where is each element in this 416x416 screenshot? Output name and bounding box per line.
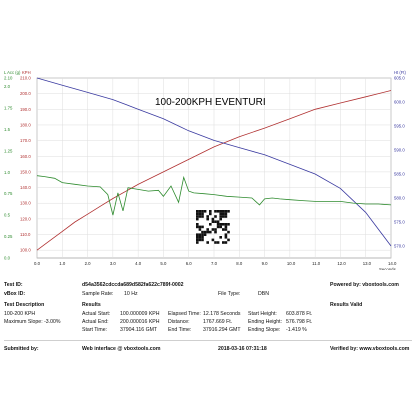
kph-tick-label: 120.0 — [20, 216, 31, 221]
kph-tick-label: 150.0 — [20, 169, 31, 174]
qr-code-icon — [196, 210, 230, 244]
kph-axis-label: KPH — [22, 70, 31, 75]
ht-tick-label: 575.0 — [394, 220, 405, 225]
actual-end-value: 200.000016 KPH — [120, 319, 160, 325]
ending-height-value: 576.798 Ft. — [286, 319, 313, 325]
actual-start-value: 100.000009 KPH — [120, 311, 160, 317]
x-tick-label: 3.0 — [110, 261, 117, 266]
ht-tick-label: 595.0 — [394, 124, 405, 129]
acc-tick-label: 0.5 — [4, 213, 11, 218]
timestamp: 2018-03-16 07:31:18 — [218, 346, 267, 352]
kph-tick-label: 130.0 — [20, 201, 31, 206]
results-label: Results — [82, 302, 101, 308]
x-axis-label: Seconds — [379, 267, 396, 270]
x-tick-label: 7.0 — [211, 261, 218, 266]
ending-slope-value: -1.419 % — [286, 327, 307, 333]
submitted-by: Submitted by: — [4, 346, 39, 352]
ending-slope-label: Ending Slope: — [248, 327, 281, 333]
elapsed-time-label: Elapsed Time: — [168, 311, 201, 317]
verified-by[interactable]: Verified by: www.vboxtools.com — [330, 346, 410, 352]
series-line-ht — [36, 77, 392, 247]
results-valid: Results Valid — [330, 302, 363, 308]
end-time-value: 37916.294 GMT — [203, 327, 241, 333]
ht-tick-label: 605.0 — [394, 76, 405, 81]
actual-start-label: Actual Start: — [82, 311, 111, 317]
kph-tick-label: 200.0 — [20, 91, 31, 96]
acc-axis-label: L Acc (g) — [4, 70, 21, 75]
test-description-value: 100-200 KPH — [4, 311, 36, 317]
kph-tick-label: 100.0 — [20, 248, 31, 253]
kph-tick-label: 180.0 — [20, 122, 31, 127]
maximum-slope: Maximum Slope: -3.00% — [4, 319, 61, 325]
acc-tick-label: 0.75 — [4, 191, 13, 196]
acc-tick-label: 2.10 — [4, 76, 13, 81]
actual-end-label: Actual End: — [82, 319, 109, 325]
elapsed-time-value: 12.178 Seconds — [203, 311, 241, 317]
x-tick-label: 11.0 — [312, 261, 321, 266]
x-tick-label: 2.0 — [85, 261, 92, 266]
series-line-kph — [36, 90, 392, 251]
ht-axis-label: Ht (Ft) — [394, 70, 406, 75]
end-time-label: End Time: — [168, 327, 192, 333]
vbox-id-label: vBox ID: — [4, 291, 26, 297]
file-type-value: DBN — [258, 291, 269, 297]
acc-tick-label: 1.0 — [4, 170, 11, 175]
x-tick-label: 5.0 — [160, 261, 167, 266]
x-tick-label: 10.0 — [287, 261, 296, 266]
acc-tick-label: 2.0 — [4, 84, 11, 89]
acc-tick-label: 0.0 — [4, 256, 11, 261]
x-tick-label: 14.0 — [388, 261, 397, 266]
ht-tick-label: 570.0 — [394, 244, 405, 249]
x-tick-label: 1.0 — [59, 261, 66, 266]
sample-rate-value: 10 Hz — [124, 291, 138, 297]
test-description-label: Test Description — [4, 302, 45, 308]
x-tick-label: 12.0 — [337, 261, 346, 266]
kph-tick-label: 140.0 — [20, 185, 31, 190]
x-tick-label: 4.0 — [135, 261, 142, 266]
kph-tick-label: 160.0 — [20, 154, 31, 159]
performance-chart: 0.0 1.0 2.0 3.0 4.0 5.0 6.0 7.0 8.0 9.0 10.0 11.0 12… — [4, 70, 406, 270]
start-time-label: Start Time: — [82, 327, 108, 333]
distance-value: 1767.669 Ft. — [203, 319, 233, 325]
acc-tick-label: 1.5 — [4, 127, 11, 132]
acc-tick-label: 1.75 — [4, 106, 13, 111]
x-tick-label: 13.0 — [363, 261, 372, 266]
ending-height-label: Ending Height: — [248, 319, 283, 325]
x-tick-label: 0.0 — [34, 261, 41, 266]
test-id-label: Test ID: — [4, 282, 23, 288]
acc-tick-label: 1.25 — [4, 148, 13, 153]
start-height-label: Start Height: — [248, 311, 277, 317]
x-tick-label: 6.0 — [186, 261, 193, 266]
ht-tick-label: 590.0 — [394, 148, 405, 153]
start-time-value: 37904.116 GMT — [120, 327, 158, 333]
test-id-value: d54a3562cdccda689d582fa622c789f-0002 — [82, 282, 184, 288]
kph-tick-label: 170.0 — [20, 138, 31, 143]
footer-divider — [4, 340, 412, 341]
x-tick-label: 8.0 — [236, 261, 243, 266]
x-tick-label: 9.0 — [262, 261, 269, 266]
kph-tick-label: 110.0 — [20, 232, 31, 237]
sample-rate-label: Sample Rate: — [82, 291, 114, 297]
ht-tick-label: 585.0 — [394, 172, 405, 177]
acc-tick-label: 0.25 — [4, 234, 13, 239]
start-height-value: 603.878 Ft. — [286, 311, 313, 317]
web-interface[interactable]: Web interface @ vboxtools.com — [82, 346, 161, 352]
kph-tick-label: 190.0 — [20, 107, 31, 112]
file-type-label: File Type: — [218, 291, 241, 297]
ht-tick-label: 580.0 — [394, 196, 405, 201]
powered-by[interactable]: Powered by: vboxtools.com — [330, 282, 399, 288]
ht-tick-label: 600.0 — [394, 100, 405, 105]
kph-tick-label: 210.0 — [20, 76, 31, 81]
distance-label: Distance: — [168, 319, 190, 325]
series-line-l-acc — [36, 175, 392, 216]
chart-title: 100-200KPH EVENTURI — [155, 97, 266, 108]
